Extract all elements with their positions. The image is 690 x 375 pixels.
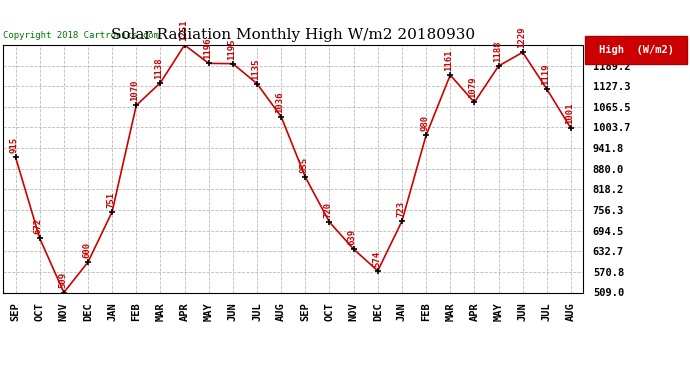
Text: 980: 980 <box>420 115 429 131</box>
Title: Solar Radiation Monthly High W/m2 20180930: Solar Radiation Monthly High W/m2 201809… <box>111 28 475 42</box>
Text: 1001: 1001 <box>565 103 574 124</box>
Text: 574: 574 <box>372 251 381 267</box>
Text: 1135: 1135 <box>251 58 260 80</box>
Text: 1161: 1161 <box>444 50 453 71</box>
Text: 509: 509 <box>58 272 67 288</box>
Text: 1229: 1229 <box>517 27 526 48</box>
Text: 751: 751 <box>106 192 115 208</box>
Text: 639: 639 <box>348 229 357 245</box>
Text: 915: 915 <box>10 137 19 153</box>
Text: 1195: 1195 <box>227 38 236 60</box>
Text: 1251: 1251 <box>179 20 188 41</box>
Text: 1079: 1079 <box>469 77 477 98</box>
Text: 1196: 1196 <box>203 38 212 59</box>
Text: 1070: 1070 <box>130 80 139 101</box>
Text: 600: 600 <box>82 242 91 258</box>
Text: 1036: 1036 <box>275 91 284 112</box>
Text: 723: 723 <box>396 201 405 217</box>
Text: High  (W/m2): High (W/m2) <box>599 45 673 55</box>
Text: 720: 720 <box>324 202 333 218</box>
Text: 1188: 1188 <box>493 40 502 62</box>
Text: Copyright 2018 Cartronics.com: Copyright 2018 Cartronics.com <box>3 31 159 40</box>
Text: 1119: 1119 <box>541 63 550 85</box>
Text: 672: 672 <box>34 218 43 234</box>
Text: 855: 855 <box>299 157 308 173</box>
Text: 1138: 1138 <box>155 57 164 78</box>
